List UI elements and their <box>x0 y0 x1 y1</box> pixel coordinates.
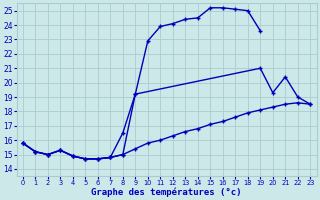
X-axis label: Graphe des températures (°c): Graphe des températures (°c) <box>91 187 242 197</box>
